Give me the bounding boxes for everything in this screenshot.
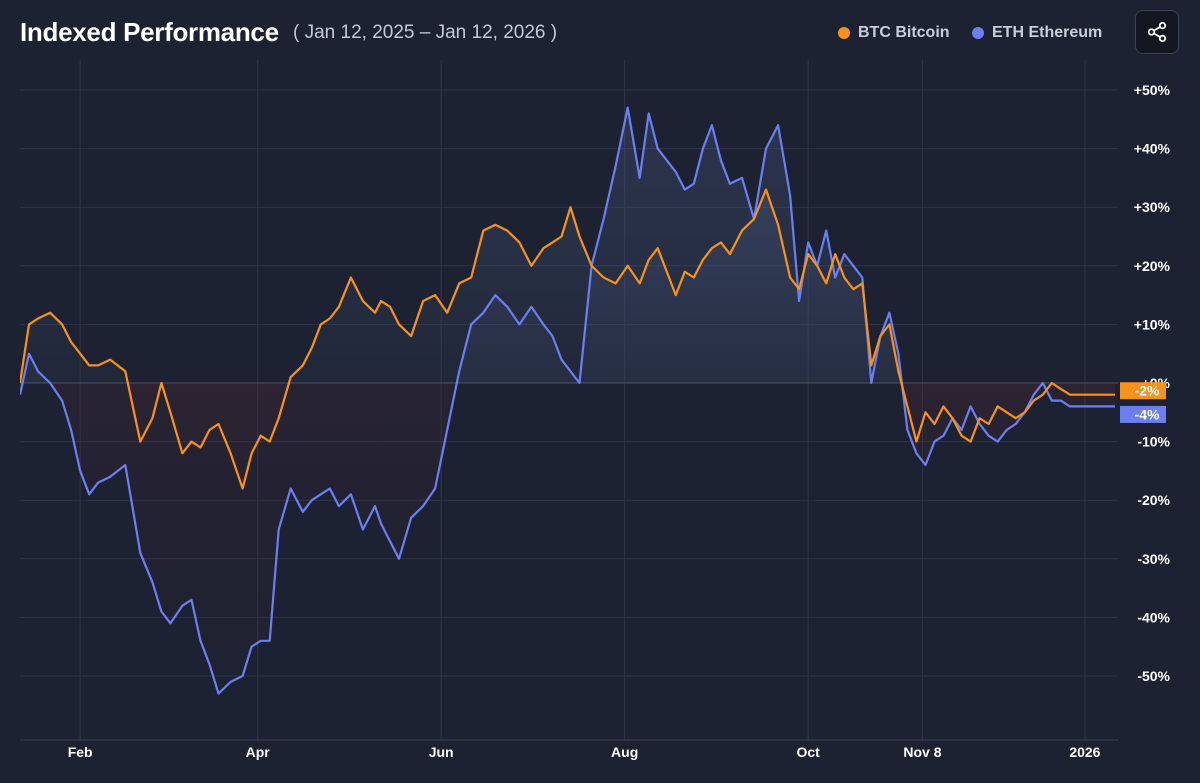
area-positive-btc	[20, 189, 1115, 383]
legend-item-btc[interactable]: BTC Bitcoin	[838, 24, 950, 42]
y-tick-label: +20%	[1134, 258, 1171, 274]
last-value-badge-btc	[1120, 382, 1166, 400]
last-value-label-eth: -4%	[1135, 406, 1160, 422]
area-positive-fill	[20, 189, 1115, 383]
x-tick-label: Apr	[246, 744, 271, 760]
x-tick-label: Nov 8	[903, 744, 941, 760]
legend-item-eth[interactable]: ETH Ethereum	[972, 24, 1102, 42]
legend-label-btc: BTC Bitcoin	[858, 24, 950, 41]
y-tick-label: -50%	[1137, 668, 1170, 684]
x-tick-label: Oct	[796, 744, 820, 760]
page-title: Indexed Performance	[20, 17, 279, 47]
x-tick-label: Aug	[611, 744, 638, 760]
area-fills	[20, 107, 1115, 694]
y-tick-label: +40%	[1134, 141, 1171, 157]
series-line-btc[interactable]	[20, 188, 1115, 490]
last-value-label-btc: -2%	[1135, 383, 1160, 399]
legend-dot-btc	[838, 27, 850, 39]
y-tick-label: -30%	[1137, 551, 1170, 567]
y-tick-label: -20%	[1137, 492, 1170, 508]
share-icon	[1147, 21, 1167, 43]
x-axis: Feb Apr Jun Aug Oct Nov 8 2026	[68, 744, 1101, 760]
area-negative-fill	[20, 383, 1115, 489]
legend-dot-eth	[972, 27, 984, 39]
area-negative-eth	[20, 383, 1115, 694]
series-lines	[20, 106, 1118, 695]
y-tick-label: +50%	[1134, 82, 1171, 98]
legend-label-eth: ETH Ethereum	[992, 24, 1103, 41]
series-line-eth[interactable]	[20, 106, 1115, 695]
x-tick-label: Feb	[68, 744, 93, 760]
y-axis: +50%+40%+30%+20%+10%+0%-10%-20%-30%-40%-…	[1134, 82, 1171, 684]
area-negative-fill	[20, 383, 1115, 694]
y-tick-label: +10%	[1134, 316, 1171, 332]
share-button[interactable]	[1135, 10, 1179, 54]
last-value-badges: -2%-4%	[1120, 382, 1166, 423]
y-tick-label: -10%	[1137, 434, 1170, 450]
x-tick-label: 2026	[1069, 744, 1100, 760]
last-value-badge-eth	[1120, 405, 1166, 423]
x-tick-label: Jun	[429, 744, 454, 760]
area-negative-btc	[20, 383, 1115, 489]
y-tick-label: -40%	[1137, 609, 1170, 625]
y-tick-label: +30%	[1134, 199, 1171, 215]
date-range: ( Jan 12, 2025 – Jan 12, 2026 )	[293, 22, 558, 43]
